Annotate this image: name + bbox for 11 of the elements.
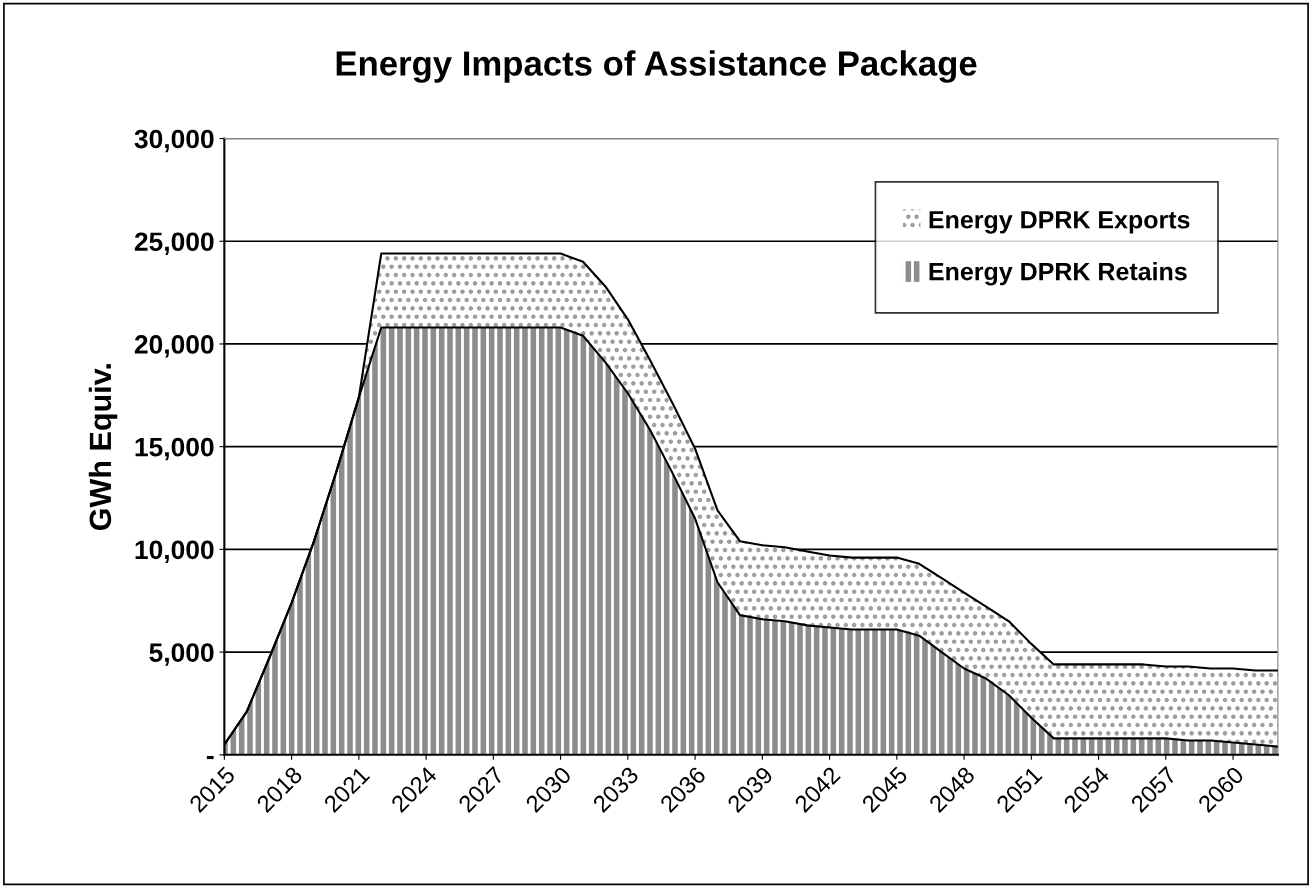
legend-label: Energy DPRK Exports xyxy=(929,211,1190,234)
y-tick-label: 10,000 xyxy=(135,540,214,564)
chart-title: Energy Impacts of Assistance Package xyxy=(336,50,977,83)
y-tick-label: - xyxy=(206,755,214,760)
legend-label: Energy DPRK Retains xyxy=(929,262,1187,286)
y-tick-label: 15,000 xyxy=(135,437,214,461)
y-tick-label: 20,000 xyxy=(134,335,214,358)
y-tick-label: 30,000 xyxy=(134,129,214,153)
y-axis-title: GWh Equiv. xyxy=(88,364,118,530)
y-tick-label: 5,000 xyxy=(149,643,214,666)
y-tick-label: 25,000 xyxy=(134,232,214,255)
